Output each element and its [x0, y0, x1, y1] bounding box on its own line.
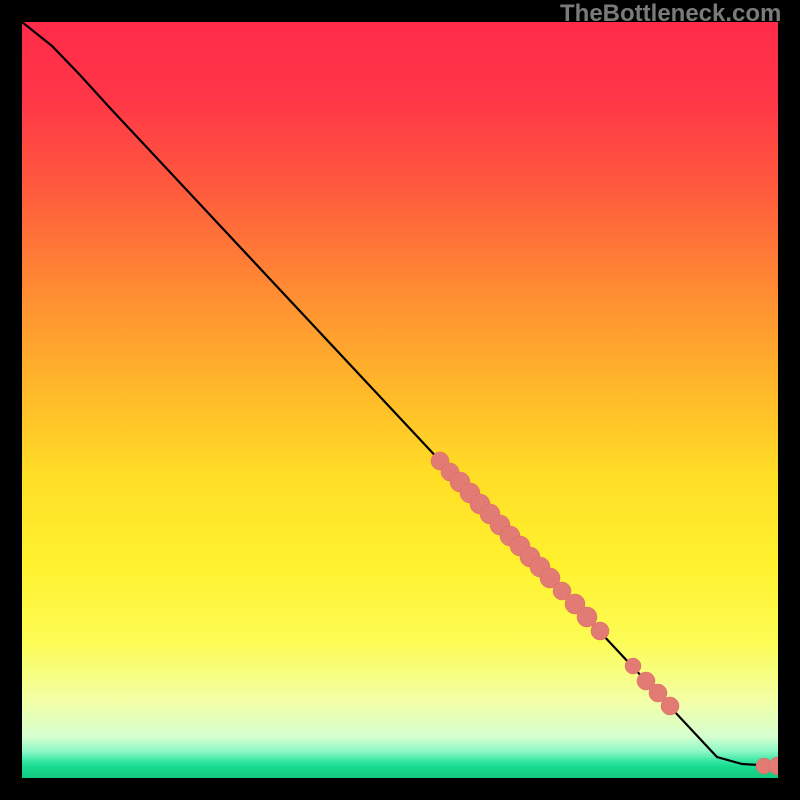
watermark-text: TheBottleneck.com — [560, 0, 781, 28]
data-point — [625, 658, 641, 674]
plot-area — [22, 22, 778, 778]
stage: TheBottleneck.com — [0, 0, 800, 800]
data-point — [591, 622, 609, 640]
data-point — [661, 697, 679, 715]
plot-svg — [22, 22, 778, 778]
